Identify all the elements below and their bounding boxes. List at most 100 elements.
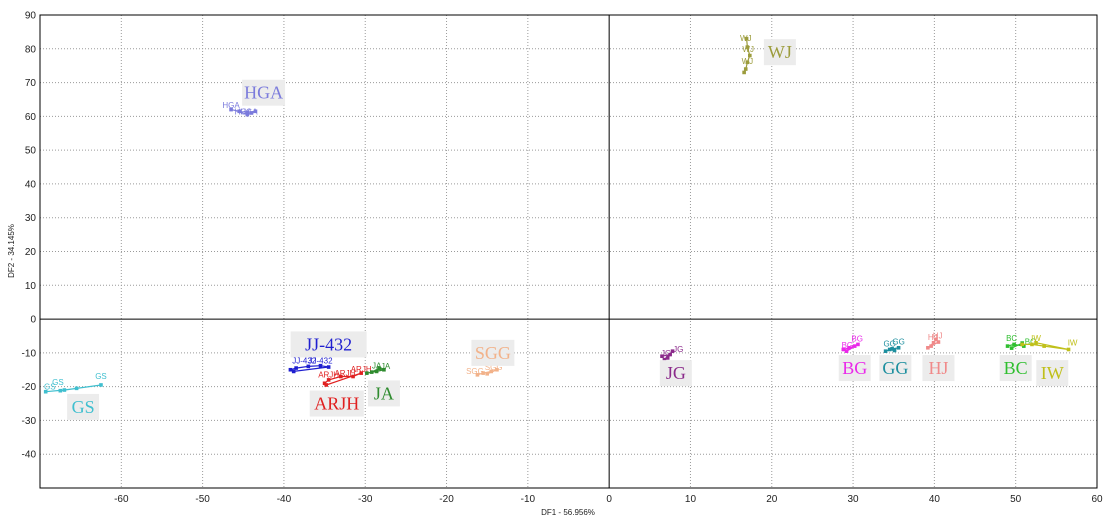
y-tick-label: -10 xyxy=(22,348,37,359)
x-axis-label: DF1 - 56.956% xyxy=(541,508,595,517)
reference-lines xyxy=(40,15,1097,488)
point-label: JJ-432 xyxy=(309,357,334,366)
data-point xyxy=(936,340,941,344)
group-label: HGA xyxy=(244,83,283,103)
data-point xyxy=(99,383,103,387)
data-point xyxy=(288,367,293,372)
point-label: BC xyxy=(1006,334,1017,343)
point-label: ARJH xyxy=(318,371,339,380)
point-label: ARJH xyxy=(334,369,355,378)
y-tick-label: 70 xyxy=(25,78,37,89)
group-label: JA xyxy=(374,383,394,403)
group-label: GG xyxy=(882,358,908,378)
group-label-box xyxy=(999,355,1032,382)
data-point xyxy=(58,388,63,393)
point-label: HGA xyxy=(240,107,258,116)
data-point xyxy=(926,345,930,350)
data-point xyxy=(237,109,242,114)
data-point xyxy=(62,388,67,392)
data-point xyxy=(365,371,369,375)
x-tick-label: 0 xyxy=(606,494,612,505)
point-label: BG xyxy=(851,334,863,343)
group-label: HJ xyxy=(928,358,948,378)
data-point xyxy=(668,352,672,357)
point-label: JA xyxy=(372,361,382,370)
y-tick-labels: 90 80 70 60 50 40 30 20 10 0 -10 -20 -30 -40 xyxy=(22,11,37,461)
point-label: BC xyxy=(1025,337,1036,346)
data-point xyxy=(351,374,355,379)
data-point xyxy=(1009,346,1014,350)
group-label-box xyxy=(1036,360,1069,387)
point-label: JJ-432 xyxy=(292,357,317,366)
x-tick-label: -40 xyxy=(277,494,292,505)
data-point xyxy=(1042,344,1046,348)
x-tick-label: 20 xyxy=(766,494,778,505)
data-point xyxy=(931,340,936,345)
data-point xyxy=(856,342,860,347)
data-point xyxy=(847,345,851,350)
y-tick-label: -30 xyxy=(22,416,37,427)
group-label: WJ xyxy=(768,42,792,62)
data-point xyxy=(495,367,499,372)
group-label-box xyxy=(242,79,286,106)
point-label: JG xyxy=(661,349,671,358)
point-label: HJ xyxy=(933,332,943,341)
data-point xyxy=(489,369,494,374)
data-point xyxy=(249,111,254,115)
data-point xyxy=(339,374,343,379)
group-label: ARJH xyxy=(314,394,359,414)
group-label-box xyxy=(471,339,515,366)
point-label: GS xyxy=(95,372,107,381)
data-point xyxy=(841,347,846,352)
data-point xyxy=(318,363,323,368)
data-point xyxy=(887,347,892,352)
x-tick-label: 30 xyxy=(848,494,860,505)
data-point xyxy=(377,366,381,371)
point-label: BG xyxy=(842,341,854,350)
group-label: BG xyxy=(842,358,867,378)
group-label: SGG xyxy=(475,343,511,363)
data-point xyxy=(306,364,311,369)
data-point xyxy=(744,36,749,41)
data-point xyxy=(1034,340,1038,345)
point-label: WJ xyxy=(742,57,754,66)
data-point xyxy=(660,354,664,359)
point-label: JG xyxy=(673,345,683,354)
y-tick-label: -40 xyxy=(22,450,37,461)
plot-frame xyxy=(39,14,1098,489)
point-label: HJ xyxy=(928,333,938,342)
group-wj: WJ WJ WJ WJ xyxy=(740,34,796,75)
data-point xyxy=(670,349,675,353)
y-axis-label: DF2 - 34.145% xyxy=(7,224,16,278)
point-label: IW xyxy=(1031,334,1041,343)
data-point xyxy=(742,70,746,75)
y-tick-label: 10 xyxy=(25,281,37,292)
y-tick-label: 80 xyxy=(25,44,37,55)
point-label: WJ xyxy=(740,34,752,43)
point-label: GG xyxy=(883,339,895,348)
point-label: GG xyxy=(892,337,904,346)
point-label: HGA xyxy=(222,101,240,110)
data-point xyxy=(1030,342,1034,347)
data-point xyxy=(852,344,857,348)
data-point xyxy=(74,386,79,391)
x-tick-label: -20 xyxy=(439,494,454,505)
data-point xyxy=(929,344,933,348)
y-tick-label: 40 xyxy=(25,179,37,190)
data-point xyxy=(294,366,298,370)
x-tick-label: 50 xyxy=(1010,494,1022,505)
group-label-box xyxy=(367,380,400,407)
x-tick-labels: -60 -50 -40 -30 -20 -10 0 10 20 30 40 50 60 xyxy=(114,494,1103,505)
data-point xyxy=(485,372,489,376)
group-label: JJ-432 xyxy=(305,334,352,354)
point-label: ARJH xyxy=(351,365,372,374)
data-point xyxy=(883,349,888,353)
grid-lines xyxy=(40,15,1098,488)
data-point xyxy=(662,357,667,362)
group-label-box xyxy=(922,355,955,382)
